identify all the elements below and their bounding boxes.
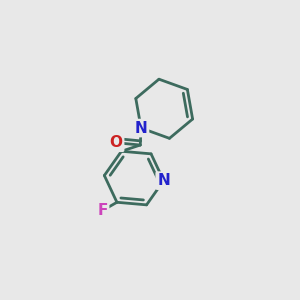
Text: N: N <box>135 121 147 136</box>
Text: O: O <box>110 135 123 150</box>
Text: F: F <box>97 203 108 218</box>
Text: N: N <box>157 173 170 188</box>
